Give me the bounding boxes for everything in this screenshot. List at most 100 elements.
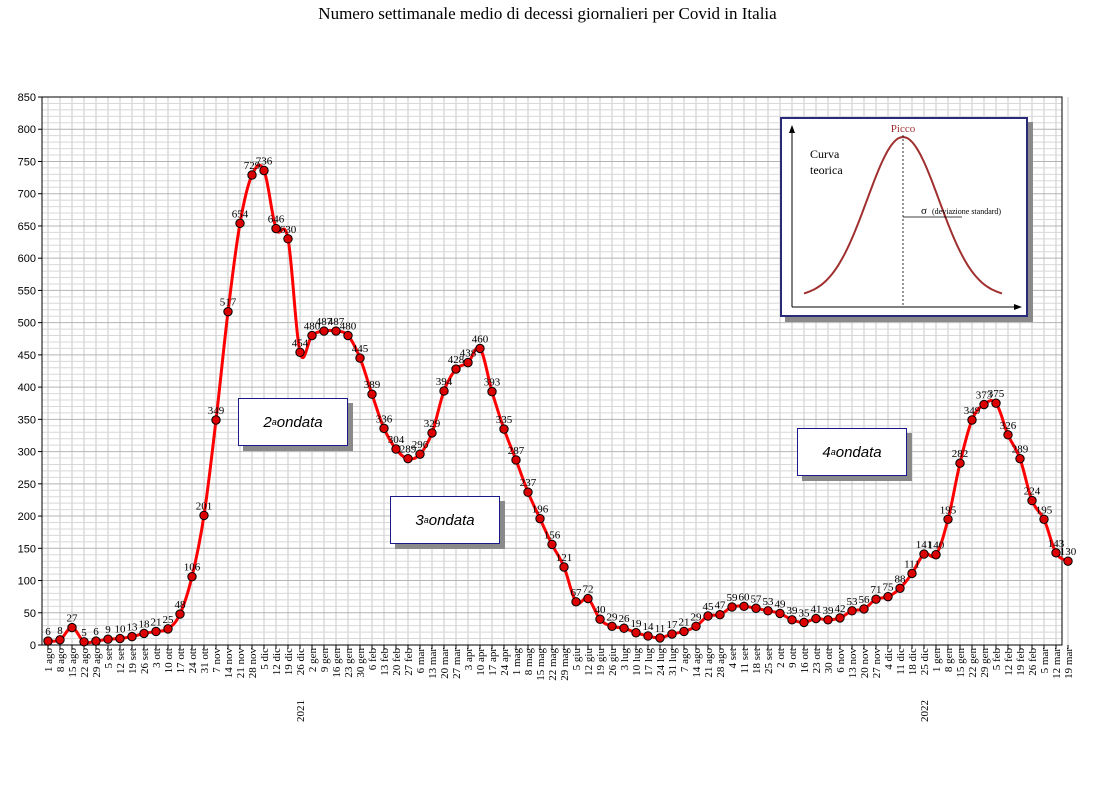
data-point bbox=[559, 562, 569, 572]
x-tick-label: 15 ago bbox=[67, 648, 79, 678]
data-point bbox=[91, 636, 101, 646]
data-point bbox=[1039, 514, 1049, 524]
x-tick-label: 6 nov bbox=[835, 648, 847, 673]
data-point bbox=[547, 539, 557, 550]
x-tick-label: 9 ott bbox=[787, 648, 799, 668]
data-label: 40 bbox=[595, 604, 607, 616]
x-tick-label: 27 nov bbox=[871, 648, 883, 679]
year-marker-label: 2021 bbox=[295, 700, 307, 722]
data-point bbox=[787, 615, 797, 625]
x-tick-label: 11 dic bbox=[895, 648, 907, 675]
data-point bbox=[967, 415, 977, 425]
data-label: 5 bbox=[81, 627, 87, 639]
data-label: 201 bbox=[196, 500, 213, 512]
data-point bbox=[343, 330, 353, 341]
data-point bbox=[499, 424, 509, 434]
data-label: 296 bbox=[412, 439, 429, 451]
data-point bbox=[823, 615, 833, 625]
data-point bbox=[571, 597, 581, 607]
data-point bbox=[103, 634, 113, 644]
y-tick-label: 100 bbox=[18, 576, 36, 588]
x-tick-label: 20 mar bbox=[439, 648, 451, 679]
x-tick-label: 21 nov bbox=[235, 648, 247, 679]
data-label: 26 bbox=[619, 613, 631, 625]
data-point bbox=[799, 617, 809, 628]
data-label: 67 bbox=[571, 587, 583, 599]
data-point bbox=[883, 591, 893, 602]
data-point bbox=[367, 389, 377, 399]
data-point bbox=[1051, 548, 1061, 558]
data-point bbox=[67, 622, 77, 633]
data-label: 195 bbox=[940, 504, 957, 516]
data-label: 88 bbox=[895, 573, 907, 585]
x-tick-label: 19 dic bbox=[283, 648, 295, 675]
x-tick-label: 18 dic bbox=[907, 648, 919, 675]
data-point bbox=[979, 399, 989, 410]
y-tick-label: 0 bbox=[30, 640, 36, 652]
data-label: 480 bbox=[340, 321, 357, 333]
data-point bbox=[703, 611, 713, 621]
data-label: 6 bbox=[45, 626, 51, 638]
x-tick-label: 12 set bbox=[115, 648, 127, 674]
data-point bbox=[751, 603, 761, 613]
data-point bbox=[691, 621, 701, 632]
x-tick-label: 1 mag bbox=[511, 648, 523, 676]
x-tick-label: 4 dic bbox=[883, 648, 895, 670]
data-point bbox=[79, 637, 89, 647]
y-tick-label: 850 bbox=[18, 92, 36, 104]
data-point bbox=[859, 604, 869, 614]
data-point bbox=[295, 347, 305, 358]
x-tick-label: 8 ago bbox=[55, 648, 67, 673]
data-point bbox=[391, 444, 401, 454]
data-point bbox=[331, 326, 341, 336]
x-tick-label: 1 gen bbox=[931, 648, 943, 673]
data-label: 13 bbox=[127, 622, 139, 634]
data-point bbox=[943, 514, 953, 524]
x-tick-label: 17 lug bbox=[643, 648, 655, 676]
data-label: 237 bbox=[520, 477, 537, 489]
data-point bbox=[991, 398, 1001, 408]
data-point bbox=[319, 326, 329, 336]
data-label: 53 bbox=[847, 596, 859, 608]
data-point bbox=[139, 628, 149, 639]
data-label: 75 bbox=[883, 582, 895, 594]
x-tick-label: 5 dic bbox=[259, 648, 271, 670]
y-tick-label: 650 bbox=[18, 221, 36, 233]
data-point bbox=[739, 601, 749, 612]
data-point bbox=[931, 550, 941, 560]
data-point bbox=[919, 549, 929, 559]
x-tick-label: 7 nov bbox=[211, 648, 223, 673]
data-label: 143 bbox=[1048, 538, 1065, 550]
data-label: 53 bbox=[763, 596, 775, 608]
x-tick-label: 11 set bbox=[739, 648, 751, 674]
x-tick-label: 27 feb bbox=[403, 648, 415, 676]
data-point bbox=[715, 609, 725, 620]
x-tick-label: 26 feb bbox=[1027, 648, 1039, 676]
x-tick-label: 7 ago bbox=[679, 648, 691, 673]
data-point bbox=[223, 306, 233, 317]
x-tick-label: 21 ago bbox=[703, 648, 715, 678]
data-point bbox=[415, 449, 425, 459]
data-label: 335 bbox=[496, 414, 513, 426]
x-tick-label: 19 feb bbox=[1015, 648, 1027, 676]
y-tick-label: 500 bbox=[18, 318, 36, 330]
data-label: 729 bbox=[244, 160, 261, 172]
data-point bbox=[271, 223, 281, 234]
x-tick-label: 23 ott bbox=[811, 648, 823, 673]
data-point bbox=[523, 487, 533, 497]
inset-x-arrow bbox=[1014, 304, 1022, 310]
x-tick-label: 10 apr bbox=[475, 648, 487, 676]
data-label: 289 bbox=[400, 444, 417, 456]
y-tick-label: 550 bbox=[18, 285, 36, 297]
year-marker-label: 2022 bbox=[919, 700, 931, 722]
y-tick-label: 400 bbox=[18, 382, 36, 394]
x-tick-label: 12 mar bbox=[1051, 648, 1063, 679]
x-tick-label: 29 mag bbox=[559, 648, 571, 681]
data-label: 394 bbox=[436, 376, 453, 388]
data-label: 130 bbox=[1060, 546, 1077, 558]
x-tick-label: 30 gen bbox=[355, 648, 367, 678]
data-point bbox=[259, 165, 269, 176]
data-point bbox=[187, 571, 197, 582]
